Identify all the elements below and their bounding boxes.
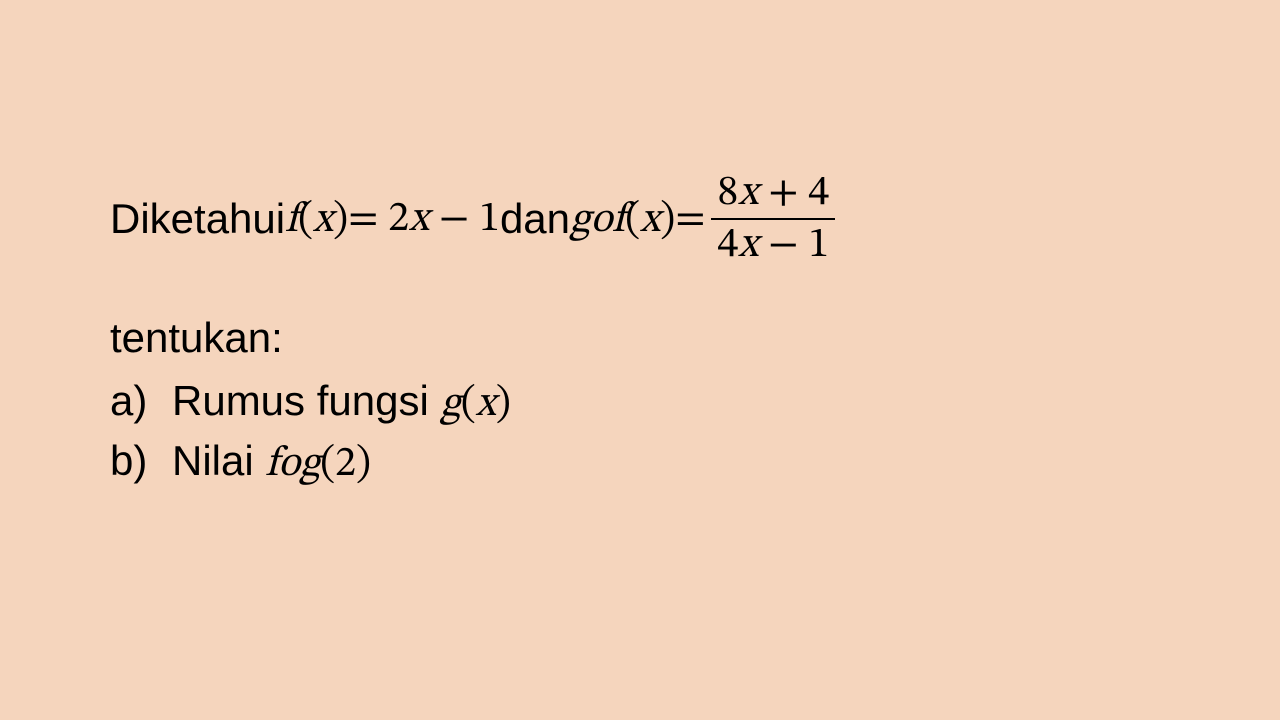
item-b: b) Nilai fog(2) [110,433,1170,493]
f-of-x: f(x) [285,189,348,249]
item-a: a) Rumus fungsi g(x) [110,373,1170,433]
tentukan-label: tentukan: [110,310,1170,367]
eq2-eq: = [675,191,705,248]
fraction-denominator: 4x − 1 [711,220,835,268]
given-line: Diketahui f(x) = 2x − 1 dan gof(x) = 8x … [110,170,1170,268]
eq1-rhs: = 2x − 1 [348,191,500,248]
item-a-label: a) [110,373,172,430]
problem-slide: Diketahui f(x) = 2x − 1 dan gof(x) = 8x … [0,0,1280,492]
word-dan: dan [500,191,570,248]
fraction-numerator: 8x + 4 [711,170,835,220]
item-a-text: Rumus fungsi g(x) [172,373,511,433]
item-b-prefix: Nilai [172,437,265,484]
gof-of-x: gof(x) [570,189,675,249]
word-diketahui: Diketahui [110,191,285,248]
item-b-text: Nilai fog(2) [172,433,371,493]
item-a-prefix: Rumus fungsi [172,377,440,424]
item-b-label: b) [110,433,172,490]
fraction: 8x + 4 4x − 1 [711,170,835,268]
